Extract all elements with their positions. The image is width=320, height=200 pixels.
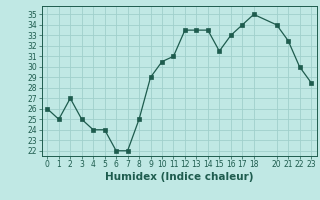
X-axis label: Humidex (Indice chaleur): Humidex (Indice chaleur) [105, 172, 253, 182]
